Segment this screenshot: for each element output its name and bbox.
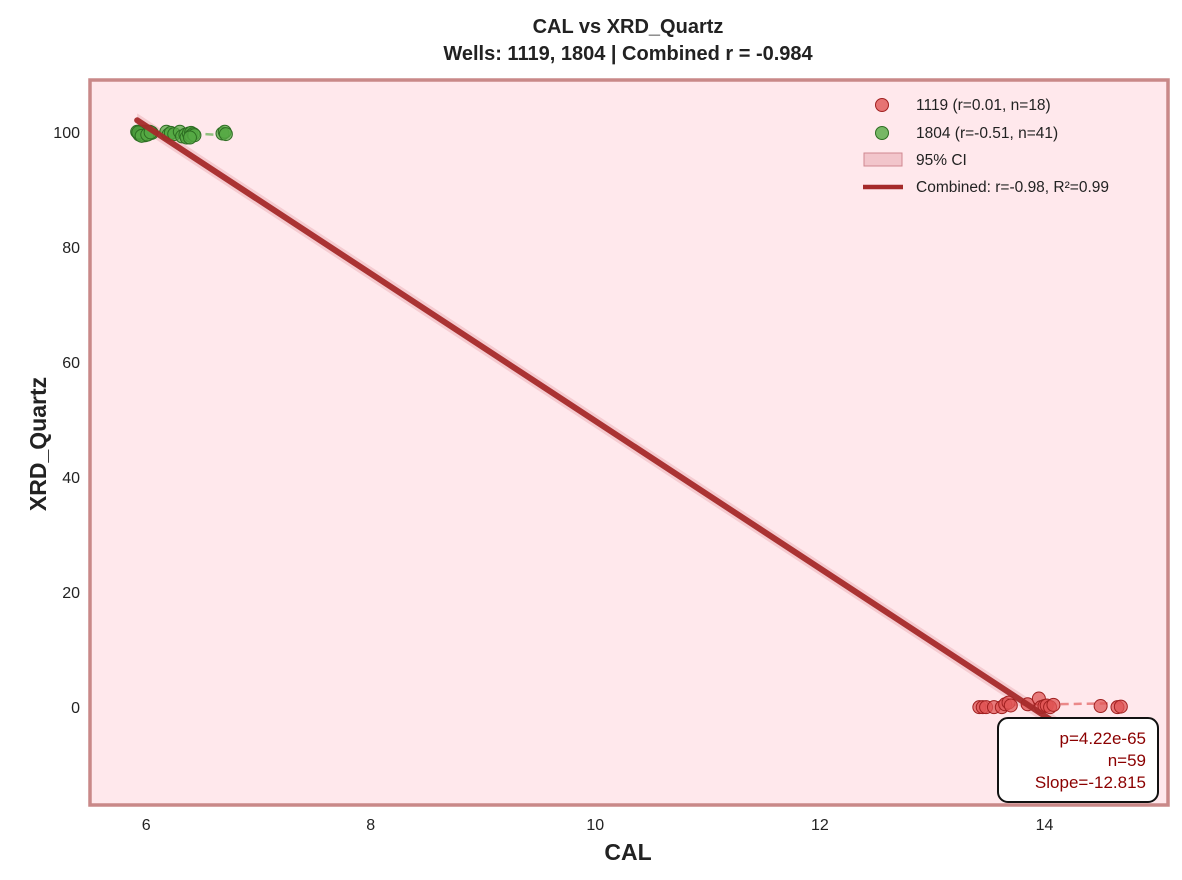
y-tick-label: 40 [62, 470, 80, 487]
stats-slope: Slope=-12.815 [1035, 773, 1146, 792]
y-axis-label: XRD_Quartz [25, 377, 51, 511]
data-point-1119 [1093, 699, 1108, 714]
y-tick-label: 60 [62, 355, 80, 372]
regression-layer [134, 117, 1124, 769]
stats-box: p=4.22e-65 n=59 Slope=-12.815 [997, 717, 1159, 803]
y-tick-label: 20 [62, 585, 80, 602]
stats-n: n=59 [1108, 751, 1146, 770]
x-tick-label: 14 [1036, 817, 1054, 834]
regression-line [134, 117, 1124, 769]
x-axis-label: CAL [604, 839, 651, 865]
chart-subtitle: Wells: 1119, 1804 | Combined r = -0.984 [443, 43, 813, 65]
legend-label-combined: Combined: r=-0.98, R²=0.99 [916, 179, 1109, 196]
y-tick-label: 80 [62, 240, 80, 257]
y-tick-label: 0 [71, 700, 80, 717]
x-tick-label: 6 [142, 817, 151, 834]
data-point-1804 [182, 130, 197, 145]
stats-p-value: p=4.22e-65 [1060, 729, 1147, 748]
y-tick-label: 100 [53, 125, 80, 142]
stats-box-frame [997, 717, 1159, 803]
legend-marker-1119 [875, 98, 889, 112]
data-point-1804 [218, 127, 233, 142]
plot-frame [88, 78, 1170, 807]
scatter-points-layer [130, 124, 1128, 715]
chart-title: CAL vs XRD_Quartz [533, 16, 724, 38]
y-axis-ticks: 0 20 40 60 80 100 [53, 125, 80, 717]
x-tick-label: 8 [366, 817, 375, 834]
legend-label-1119: 1119 (r=0.01, n=18) [916, 97, 1051, 114]
x-axis-ticks: 6 8 10 12 14 [142, 817, 1054, 834]
legend-label-ci: 95% CI [916, 152, 967, 169]
legend: 1119 (r=0.01, n=18) 1804 (r=-0.51, n=41)… [863, 97, 1109, 196]
x-tick-label: 12 [811, 817, 829, 834]
x-tick-label: 10 [586, 817, 604, 834]
legend-marker-1804 [875, 126, 889, 140]
data-point-1119 [1046, 697, 1061, 712]
legend-label-1804: 1804 (r=-0.51, n=41) [916, 125, 1058, 142]
legend-ci-swatch [863, 152, 903, 167]
data-point-1119 [1003, 698, 1018, 713]
data-point-1119 [1113, 699, 1128, 714]
